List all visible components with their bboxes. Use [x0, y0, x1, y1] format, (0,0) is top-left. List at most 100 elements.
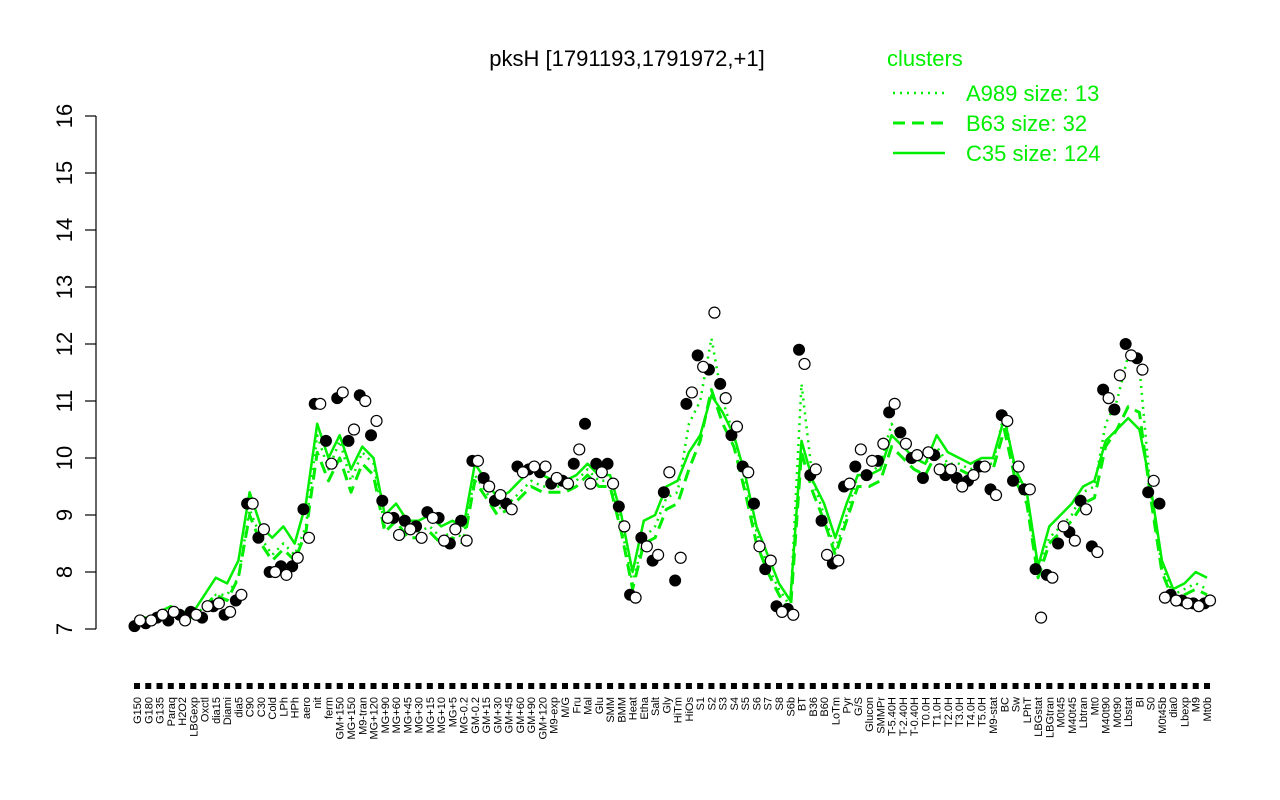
y-tick-label: 8 [52, 566, 77, 578]
x-tick-label: HiTm [673, 697, 685, 723]
point-filled [883, 406, 896, 419]
point-filled [747, 497, 760, 510]
x-tick-label: MG+30 [414, 697, 426, 733]
point-open [483, 480, 496, 493]
x-tick-label: LPhT [1022, 697, 1034, 724]
point-filled [579, 417, 592, 430]
x-axis: G150 G180 G135 Paraq H2O2 LBGexp Oxctl dia15 Dia… [132, 683, 1214, 740]
legend-label: C35 size: 124 [966, 141, 1101, 166]
x-tick-label: Heat [628, 697, 640, 720]
x-tick-label: GM-0.2 [470, 697, 482, 734]
x-tick-label: B36 [808, 697, 820, 717]
x-tick-label: BMM [616, 697, 628, 723]
x-tick-label: Glu [594, 697, 606, 714]
point-open [685, 386, 698, 399]
x-tick-label: GM+60 [515, 697, 527, 733]
point-filled [252, 531, 265, 544]
x-tick-label: HPh [290, 697, 302, 718]
point-open [246, 497, 259, 510]
x-tick-label: S0 [1146, 697, 1158, 710]
x-tick-label: MG+150 [346, 697, 358, 740]
x-tick-label: S6 [751, 697, 763, 710]
x-tick-label: S7 [763, 697, 775, 710]
point-filled [793, 343, 806, 356]
x-tick-label: T2.0H [943, 697, 955, 727]
point-open [956, 480, 969, 493]
x-tick-label: Cold [267, 697, 279, 720]
x-tick-label: S4 [729, 697, 741, 710]
x-tick-label: M0t45b [1157, 697, 1169, 734]
point-filled [725, 429, 738, 442]
x-tick-label: Lbtran [1078, 697, 1090, 728]
point-open [1046, 571, 1059, 584]
point-filled [286, 560, 299, 573]
x-tick-label: GM+45 [504, 697, 516, 733]
point-open [438, 534, 451, 547]
x-tick-label: BT [797, 697, 809, 711]
point-open [426, 511, 439, 524]
point-filled [455, 514, 468, 527]
point-filled [342, 434, 355, 447]
x-tick-label: aero [301, 697, 313, 719]
point-open [415, 531, 428, 544]
point-open [787, 608, 800, 621]
point-open [178, 614, 192, 627]
point-open [550, 471, 563, 485]
point-open [471, 454, 484, 467]
point-open [133, 614, 147, 627]
point-open [866, 454, 879, 467]
point-open [528, 460, 541, 473]
x-tick-label: SMM [605, 697, 617, 723]
x-tick-label: Lbstat [1123, 697, 1135, 727]
x-tick-label: T-2.40H [898, 697, 910, 736]
point-open [314, 397, 327, 410]
y-tick-label: 15 [52, 161, 77, 185]
x-tick-label: HiOs [684, 697, 696, 722]
data-points [128, 306, 1217, 633]
y-tick-label: 9 [52, 509, 77, 521]
point-filled [477, 471, 490, 484]
point-open [347, 423, 361, 436]
point-filled [894, 426, 907, 439]
point-filled [1142, 486, 1155, 499]
point-filled [1097, 383, 1110, 396]
point-filled [815, 514, 828, 527]
point-open [224, 605, 237, 619]
x-tick-label: Pyr [842, 697, 854, 714]
x-tick-label: S6b [785, 697, 797, 717]
point-filled [849, 460, 862, 473]
x-tick-label: G180 [143, 697, 155, 724]
x-tick-label: T4.0H [965, 697, 977, 727]
point-filled [1007, 474, 1020, 487]
x-tick-label: MG-0.2 [459, 697, 471, 734]
x-tick-label: MG+10 [436, 697, 448, 733]
x-tick-label: Salt [650, 697, 662, 716]
point-open [539, 460, 552, 473]
point-open [1068, 534, 1081, 547]
point-filled [601, 457, 614, 470]
point-open [190, 608, 203, 621]
point-open [561, 477, 575, 490]
point-open [663, 466, 676, 479]
point-open [1091, 545, 1104, 559]
point-open [325, 457, 338, 470]
point-open [764, 554, 777, 567]
point-open [516, 466, 530, 479]
point-filled [669, 574, 682, 587]
x-tick-label: S2 [706, 697, 718, 710]
x-tick-label: Oxctl [200, 697, 212, 722]
point-open [697, 360, 710, 373]
point-open [1136, 363, 1149, 376]
point-open [933, 463, 946, 476]
point-filled [376, 494, 389, 507]
point-filled [680, 397, 693, 410]
point-filled [1074, 494, 1087, 507]
x-tick-label: BI [1134, 697, 1146, 707]
point-filled [714, 377, 727, 390]
point-open [944, 463, 958, 476]
x-tick-label: dia0 [1168, 697, 1180, 718]
point-open [989, 488, 1003, 502]
y-tick-label: 12 [52, 332, 77, 356]
x-tick-label: S3 [718, 697, 730, 710]
point-open [359, 394, 372, 408]
